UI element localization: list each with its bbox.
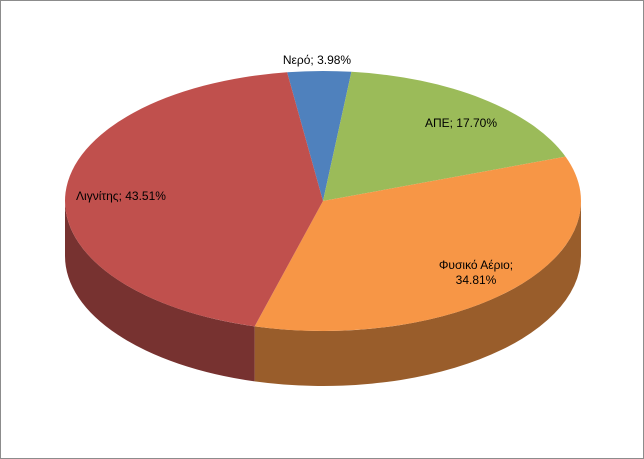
data-label: Φυσικό Αέριο; 34.81%	[438, 258, 514, 287]
data-label: Νερό; 3.98%	[282, 53, 352, 67]
slice-side	[64, 201, 255, 382]
slice	[64, 72, 324, 327]
slice-side	[254, 201, 581, 387]
slice	[254, 156, 581, 331]
data-label: Λιγνίτης; 43.51%	[76, 189, 166, 203]
slice	[287, 70, 352, 201]
data-label: ΑΠΕ; 17.70%	[424, 116, 498, 130]
slice	[323, 71, 566, 202]
